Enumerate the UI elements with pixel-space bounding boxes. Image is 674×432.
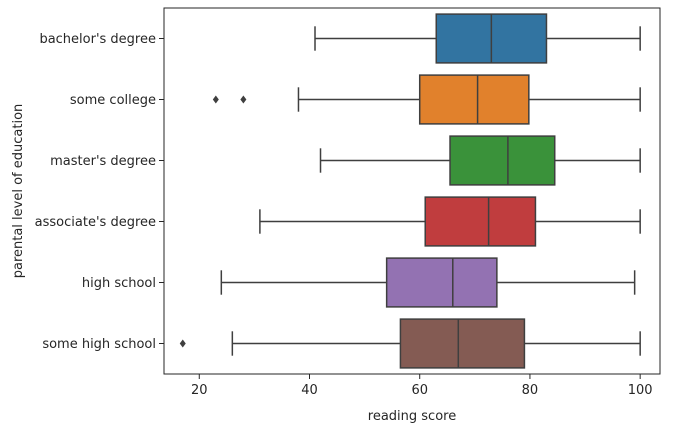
x-tick-label: 60 [411,383,428,398]
x-tick-label: 100 [628,383,653,398]
box-group [319,135,641,186]
y-tick-label: some college [70,93,156,108]
box-group [220,257,636,308]
outlier-point [212,95,219,104]
box-iqr [449,135,556,186]
box-iqr [418,74,530,125]
plot-frame [163,7,661,375]
box-group [259,196,641,247]
x-tick-label: 40 [301,383,318,398]
y-tick-label: bachelor's degree [39,32,156,47]
box-group [179,318,641,369]
x-axis-label: reading score [368,409,456,424]
y-tick-label: associate's degree [35,215,156,230]
x-tick-label: 80 [522,383,539,398]
y-tick-label: high school [82,276,156,291]
boxes-layer [179,13,641,369]
box-group [212,74,641,125]
box-group [314,13,641,64]
box-iqr [424,196,537,247]
y-tick-label: master's degree [50,154,156,169]
x-ticks-layer: 20 40 60 80 100 [191,374,653,398]
y-tick-label: some high school [42,337,156,352]
y-axis-label: parental level of education [11,104,26,279]
box-iqr [385,257,498,308]
y-tick-labels-layer: bachelor's degree some college master's de… [35,32,164,352]
box-iqr [399,318,526,369]
outlier-point [240,95,247,104]
x-tick-label: 20 [191,383,208,398]
outlier-point [179,339,186,348]
